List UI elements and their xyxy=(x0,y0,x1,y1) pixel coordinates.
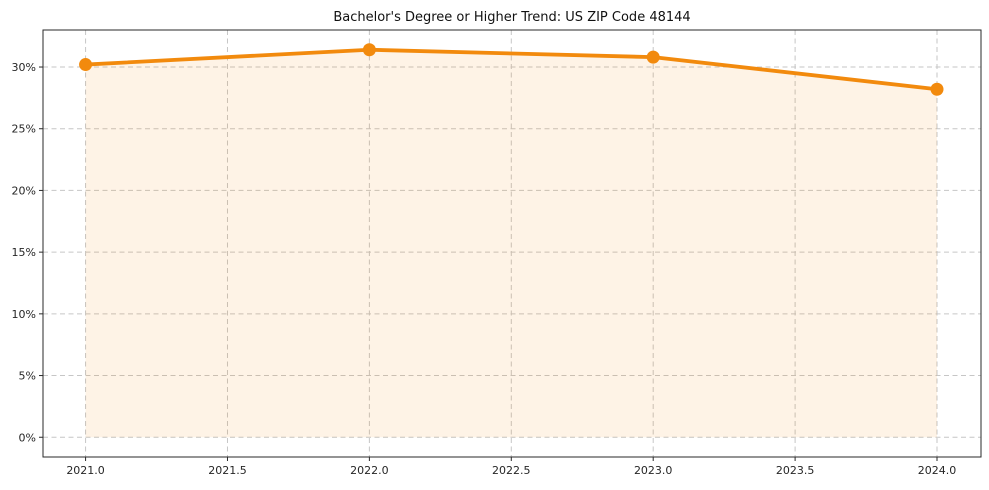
x-tick-label: 2022.0 xyxy=(350,464,389,477)
trend-line xyxy=(83,47,939,92)
y-tick-label: 20% xyxy=(12,184,36,197)
y-tick-label: 15% xyxy=(12,246,36,259)
chart-title: Bachelor's Degree or Higher Trend: US ZI… xyxy=(333,10,690,25)
grid-layer xyxy=(43,30,981,457)
plot-border xyxy=(42,29,982,458)
data-point-marker xyxy=(646,50,660,64)
y-tick-label: 10% xyxy=(12,308,36,321)
y-tick-label: 25% xyxy=(12,123,36,136)
area-fill xyxy=(85,49,938,438)
axes-layer: 2021.0 2021.5 2022.0 2022.5 2023.0 2023.5 2024… xyxy=(12,29,982,477)
series-layer xyxy=(79,43,944,438)
data-point-marker xyxy=(362,43,376,57)
data-point-marker xyxy=(930,82,944,96)
y-tick-label: 5% xyxy=(19,370,36,383)
x-tick-label: 2022.5 xyxy=(492,464,531,477)
data-point-marker xyxy=(79,58,93,72)
x-tick-label: 2021.5 xyxy=(208,464,247,477)
x-tick-label: 2024.0 xyxy=(918,464,957,477)
x-tick-label: 2021.0 xyxy=(66,464,105,477)
x-tick-label: 2023.0 xyxy=(634,464,673,477)
y-tick-label: 0% xyxy=(19,431,36,444)
y-tick-label: 30% xyxy=(12,61,36,74)
x-tick-label: 2023.5 xyxy=(776,464,815,477)
